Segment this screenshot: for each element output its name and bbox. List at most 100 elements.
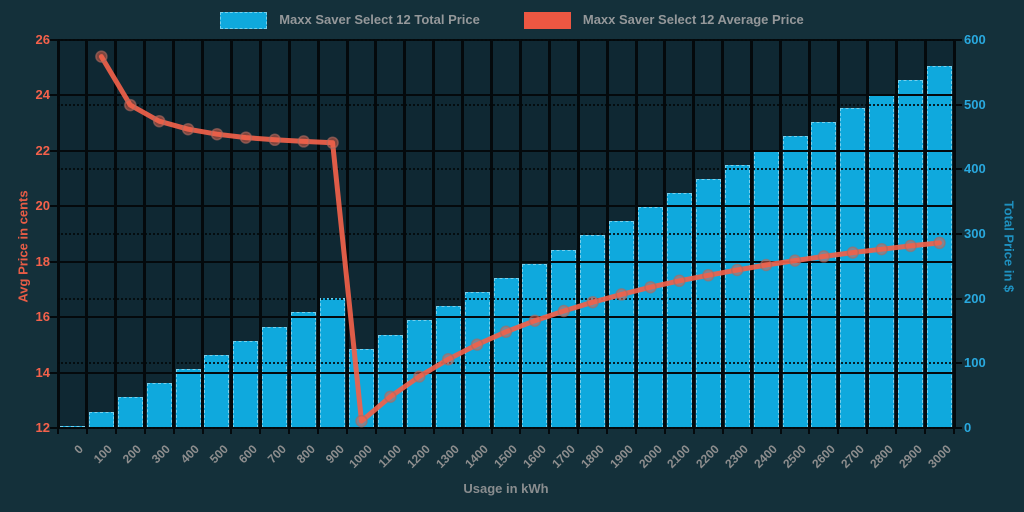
x-tick-mark — [635, 428, 638, 434]
h-gridline-right — [58, 233, 954, 235]
bar-total-price[interactable] — [493, 277, 519, 428]
x-tick-mark — [230, 428, 233, 434]
bar-total-price[interactable] — [233, 340, 259, 428]
left-tick-label: 24 — [35, 87, 50, 103]
left-tick-mark — [50, 371, 58, 374]
left-tick-mark — [50, 260, 58, 263]
x-tick-mark — [577, 428, 580, 434]
average-price-marker[interactable] — [730, 263, 744, 277]
average-price-marker[interactable] — [586, 295, 599, 309]
bar-total-price[interactable] — [898, 79, 924, 428]
x-tick-mark — [895, 428, 898, 434]
average-price-marker[interactable] — [904, 239, 917, 253]
average-price-marker[interactable] — [846, 246, 860, 259]
bar-total-price[interactable] — [840, 108, 866, 428]
left-tick-mark — [50, 316, 58, 319]
bar-total-price[interactable] — [811, 122, 837, 428]
right-tick-label: 0 — [964, 420, 972, 435]
average-price-marker[interactable] — [297, 135, 310, 148]
x-tick-mark — [346, 428, 349, 434]
x-tick-mark — [461, 428, 464, 434]
bar-total-price[interactable] — [609, 221, 635, 428]
x-tick-mark — [57, 428, 59, 434]
bar-total-price[interactable] — [146, 383, 172, 428]
left-tick-mark — [50, 39, 58, 41]
average-price-marker[interactable] — [268, 133, 282, 147]
x-tick-mark — [374, 428, 377, 434]
right-tick-mark — [954, 39, 962, 41]
bar-total-price[interactable] — [204, 354, 230, 428]
legend-item-average-price[interactable]: Maxx Saver Select 12 Average Price — [523, 11, 804, 29]
right-tick-label: 600 — [964, 32, 986, 47]
average-price-marker[interactable] — [210, 127, 224, 141]
h-gridline-left — [58, 205, 954, 208]
chart-legend: Maxx Saver Select 12 Total Price Maxx Sa… — [0, 11, 1024, 29]
average-price-marker[interactable] — [528, 314, 542, 327]
average-price-marker[interactable] — [933, 236, 946, 250]
average-price-marker[interactable] — [644, 280, 657, 294]
bar-total-price[interactable] — [724, 164, 750, 428]
left-tick-label: 26 — [35, 32, 50, 47]
average-price-marker[interactable] — [355, 414, 368, 428]
average-price-marker[interactable] — [788, 254, 802, 267]
average-price-line[interactable] — [98, 54, 942, 424]
right-tick-mark — [954, 103, 962, 106]
x-tick-mark — [953, 428, 955, 434]
x-tick-mark — [403, 428, 406, 434]
h-gridline-right — [58, 103, 954, 106]
left-tick-mark — [50, 427, 58, 429]
average-price-marker[interactable] — [95, 50, 108, 63]
average-price-marker[interactable] — [239, 131, 253, 144]
average-price-marker[interactable] — [152, 114, 166, 128]
right-tick-label: 100 — [964, 355, 986, 371]
average-price-marker[interactable] — [181, 122, 195, 136]
bar-total-price[interactable] — [262, 326, 288, 428]
h-gridline-left — [58, 260, 954, 263]
legend-item-total-price[interactable]: Maxx Saver Select 12 Total Price — [220, 11, 480, 29]
bar-total-price[interactable] — [695, 178, 721, 428]
average-price-marker[interactable] — [124, 98, 137, 112]
average-price-marker[interactable] — [759, 258, 773, 272]
bar-total-price[interactable] — [59, 425, 85, 428]
bar-total-price[interactable] — [551, 249, 577, 428]
x-tick-mark — [143, 428, 146, 434]
x-axis-title: Usage in kWh — [463, 481, 549, 496]
average-price-marker[interactable] — [817, 250, 831, 263]
h-gridline-left — [58, 94, 954, 97]
average-price-marker[interactable] — [673, 274, 686, 288]
average-price-marker[interactable] — [557, 304, 571, 318]
average-price-marker[interactable] — [326, 136, 339, 150]
bar-total-price[interactable] — [117, 397, 143, 428]
bar-total-price[interactable] — [377, 334, 403, 428]
x-tick-mark — [317, 428, 320, 434]
average-price-marker[interactable] — [413, 370, 426, 383]
right-axis-title: Total Price in $ — [1001, 200, 1017, 293]
average-price-marker[interactable] — [441, 353, 455, 366]
x-tick-mark — [114, 428, 117, 434]
h-gridline-right — [58, 362, 954, 365]
bar-total-price[interactable] — [464, 292, 490, 428]
x-tick-mark — [837, 428, 840, 434]
right-tick-mark — [954, 297, 962, 300]
bar-total-price[interactable] — [88, 411, 114, 428]
bar-total-price[interactable] — [522, 263, 548, 428]
h-gridline-left — [58, 316, 954, 319]
bar-total-price[interactable] — [175, 369, 201, 428]
left-tick-label: 12 — [35, 420, 50, 435]
average-price-marker[interactable] — [875, 242, 888, 256]
average-price-marker[interactable] — [384, 390, 397, 403]
bar-total-price[interactable] — [666, 193, 692, 428]
bar-total-price[interactable] — [291, 312, 317, 428]
left-tick-mark — [50, 149, 58, 152]
legend-label-total-price: Maxx Saver Select 12 Total Price — [279, 12, 480, 27]
average-price-marker[interactable] — [702, 269, 715, 282]
average-price-marker[interactable] — [615, 288, 628, 301]
average-price-marker[interactable] — [470, 338, 484, 351]
bar-total-price[interactable] — [580, 235, 606, 428]
average-price-marker[interactable] — [499, 325, 513, 339]
left-tick-label: 22 — [35, 142, 50, 158]
bar-total-price[interactable] — [782, 136, 808, 428]
bar-total-price[interactable] — [753, 150, 779, 428]
x-tick-mark — [779, 428, 782, 434]
